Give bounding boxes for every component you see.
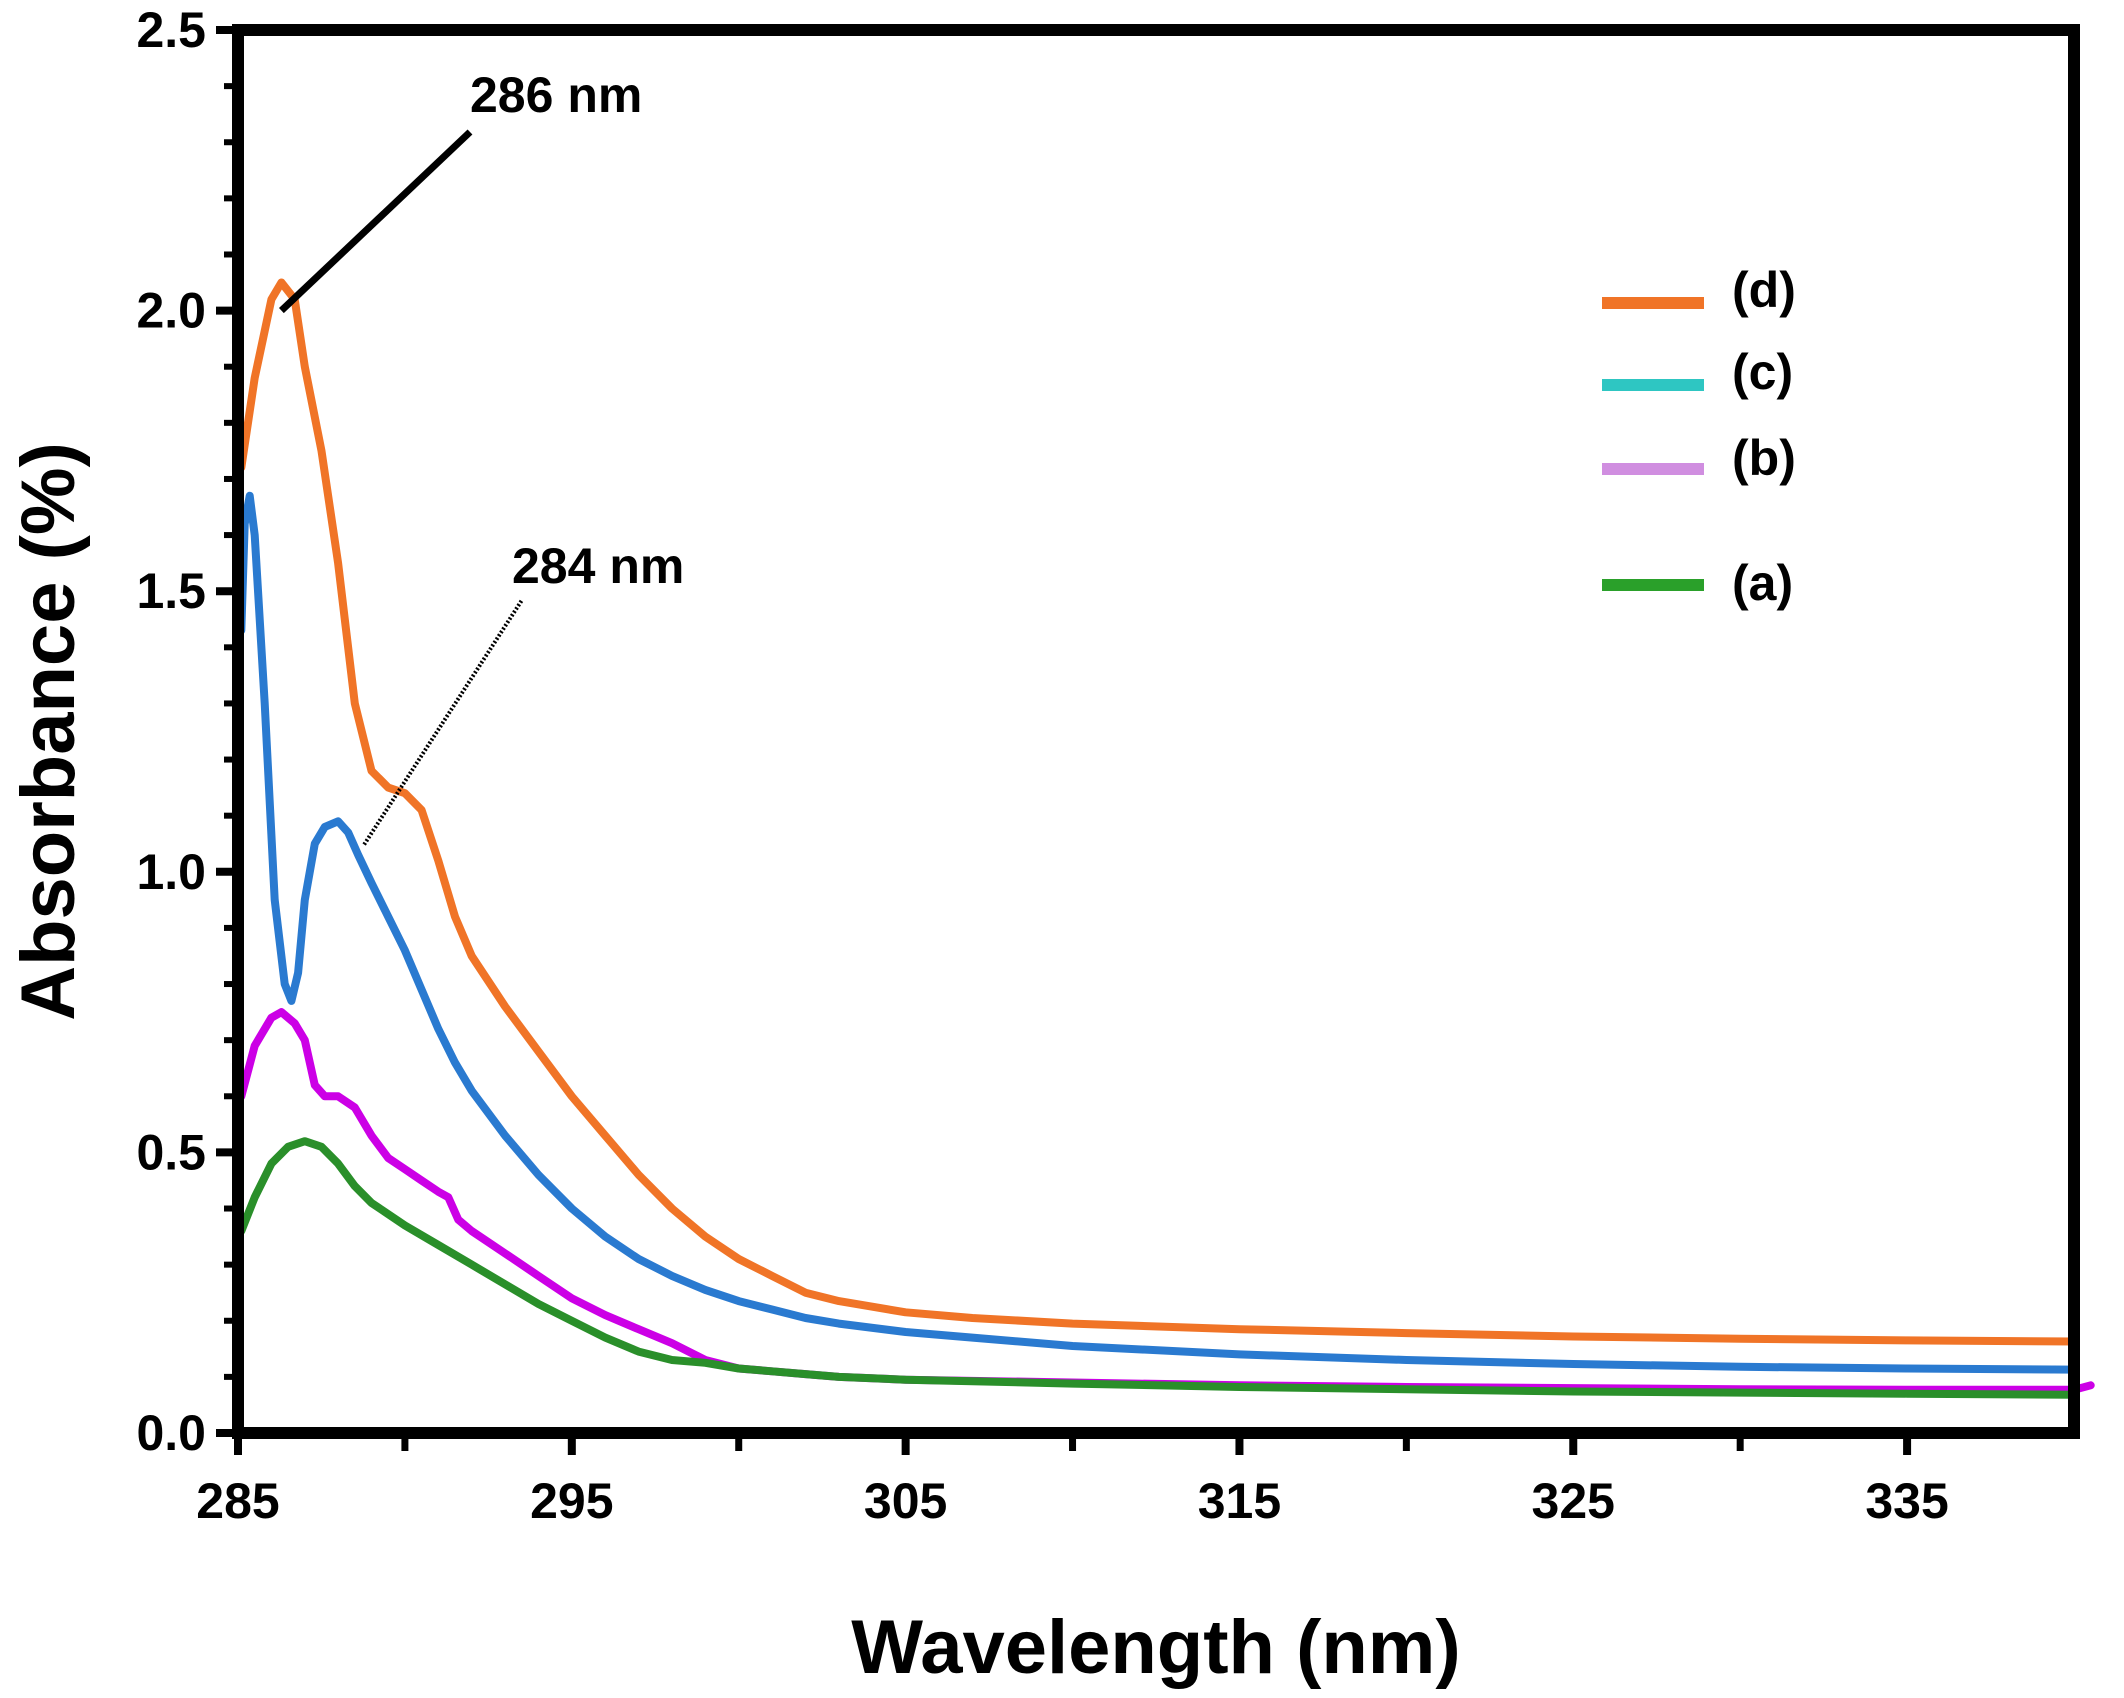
series-line-2 [237,491,2078,1374]
annotation-286-leader [278,129,473,314]
y-tick-label: 2.5 [136,2,206,58]
legend-label: (d) [1732,262,1796,318]
series-line-4 [237,1137,2078,1399]
y-tick-label: 2.0 [136,283,206,339]
series-line-1 [237,278,2078,1346]
annotation-284-leader [362,598,524,846]
x-tick-label: 325 [1532,1473,1615,1529]
annotation-286-label: 286 nm [470,67,642,123]
y-axis-title: Absorbance (%) [6,442,91,1021]
plot-frame [232,24,2080,1439]
y-tick-label: 1.0 [136,844,206,900]
x-tick-label: 335 [1865,1473,1948,1529]
legend-label: (b) [1732,430,1796,486]
annotation-284-label: 284 nm [512,538,684,594]
annotation-layer: 286 nm 284 nm [278,67,684,846]
x-axis-title: Wavelength (nm) [851,1605,1460,1690]
x-tick-label: 315 [1198,1473,1281,1529]
x-tick-label: 285 [196,1473,279,1529]
ticks-layer: 285 295 305 315 325 335 0.0 0.5 1.0 1.5 2.0 2.5 [136,2,1948,1529]
series-line-3 [237,1008,2095,1394]
x-tick-label: 305 [864,1473,947,1529]
legend-label: (c) [1732,344,1793,400]
y-tick-label: 1.5 [136,563,206,619]
series-layer [237,278,2095,1399]
y-tick-label: 0.5 [136,1124,206,1180]
x-tick-label: 295 [530,1473,613,1529]
legend: (d) (c) (b) (a) [1602,262,1796,611]
legend-label: (a) [1732,555,1793,611]
y-tick-label: 0.0 [136,1405,206,1461]
